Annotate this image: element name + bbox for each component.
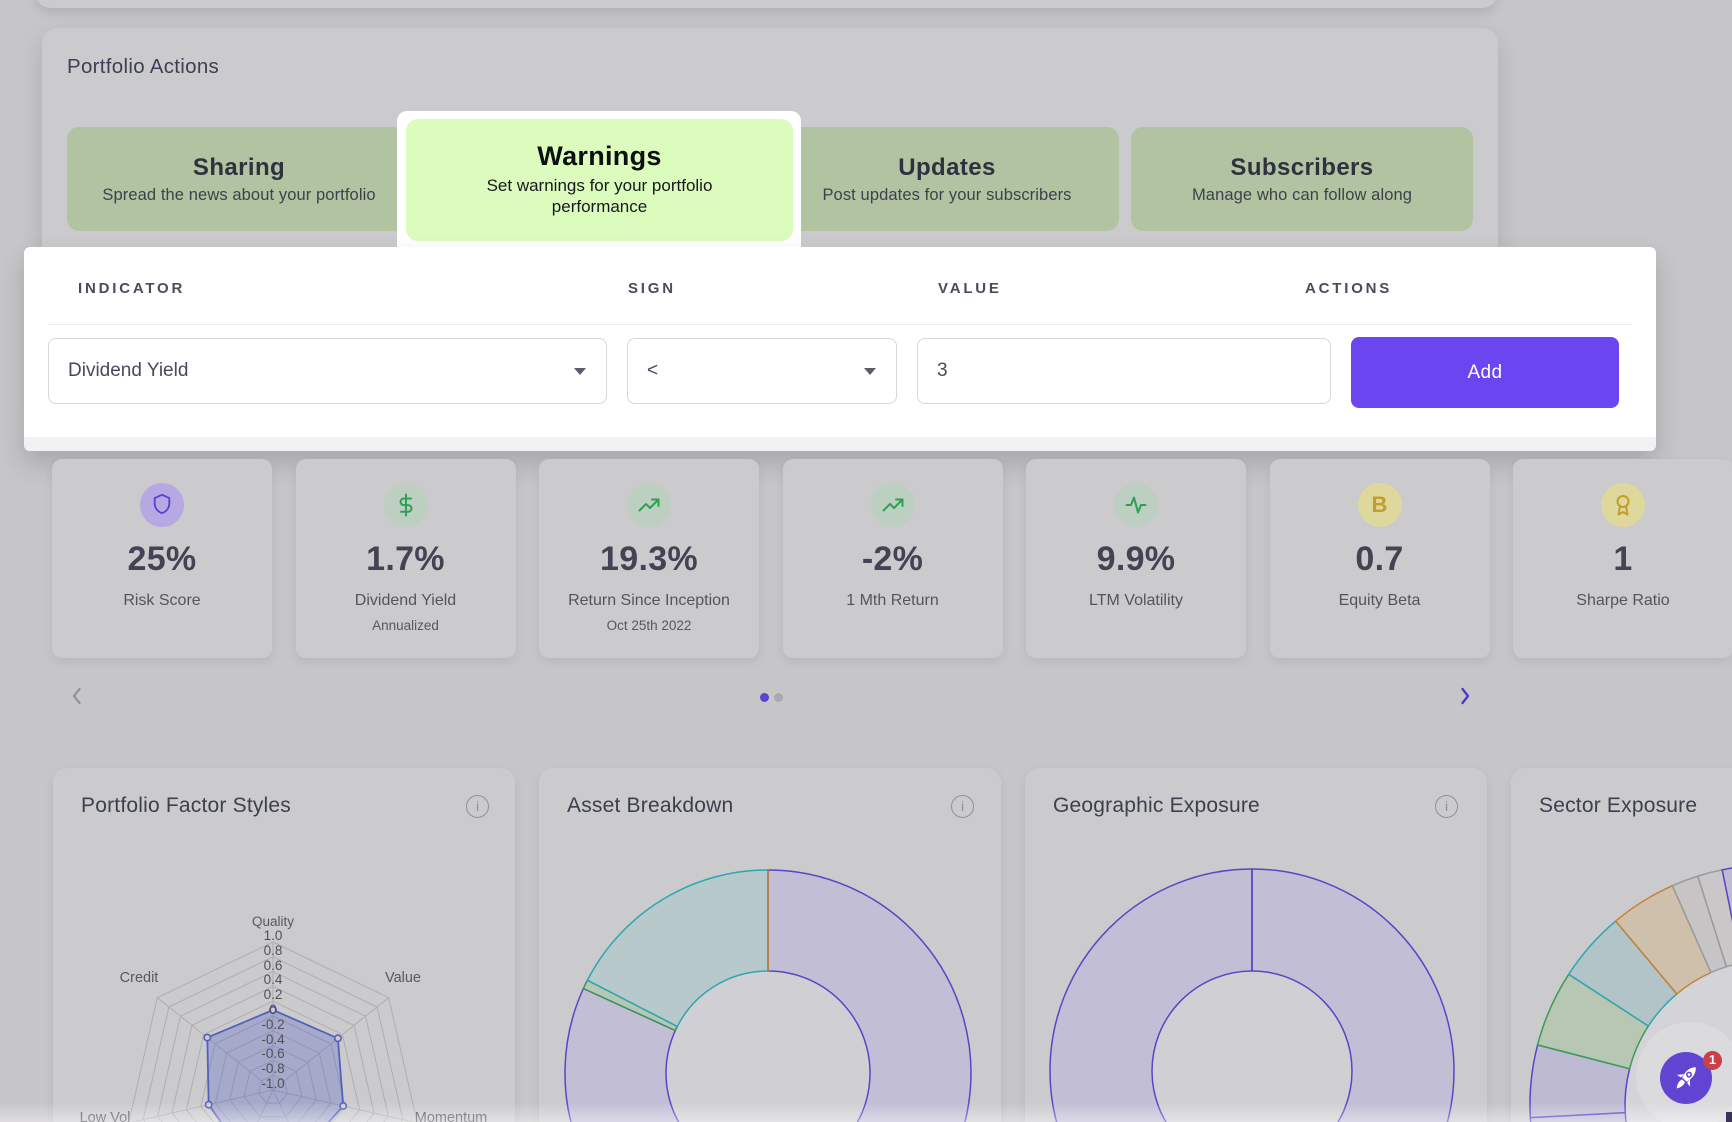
svg-text:0.6: 0.6 xyxy=(264,958,283,973)
svg-text:-0.4: -0.4 xyxy=(261,1032,285,1047)
svg-text:Quality: Quality xyxy=(252,914,294,929)
svg-text:1.0: 1.0 xyxy=(264,928,283,943)
svg-text:0.4: 0.4 xyxy=(264,972,283,987)
svg-text:Momentum: Momentum xyxy=(415,1110,488,1122)
svg-text:-0.6: -0.6 xyxy=(261,1046,284,1061)
svg-text:0.8: 0.8 xyxy=(264,943,283,958)
svg-text:0.2: 0.2 xyxy=(264,987,283,1002)
svg-text:-0.8: -0.8 xyxy=(261,1061,284,1076)
svg-text:-1.0: -1.0 xyxy=(261,1076,284,1091)
svg-text:Value: Value xyxy=(385,970,421,986)
svg-text:Credit: Credit xyxy=(120,970,159,986)
svg-text:0: 0 xyxy=(269,1002,277,1017)
svg-text:-0.2: -0.2 xyxy=(261,1017,284,1032)
svg-text:Low Vol: Low Vol xyxy=(80,1110,131,1122)
